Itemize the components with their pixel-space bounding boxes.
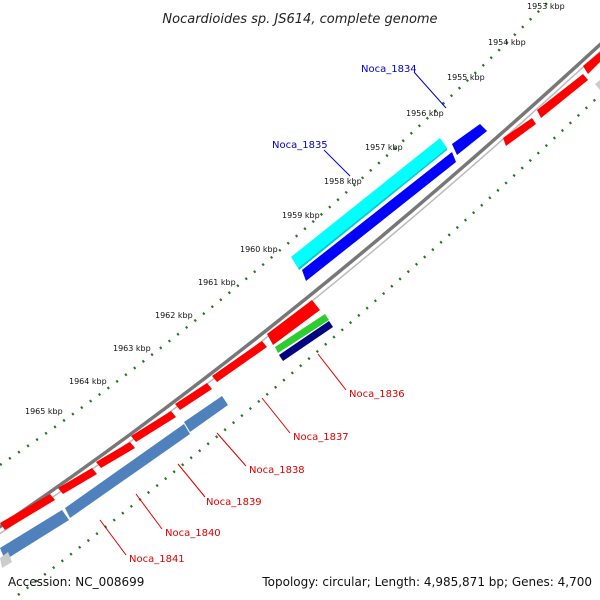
gene-arrow[interactable] xyxy=(0,510,69,560)
scale-label: 1958 kbp xyxy=(324,177,362,186)
topology-summary: Topology: circular; Length: 4,985,871 bp… xyxy=(261,575,592,589)
gene-arrow[interactable] xyxy=(65,424,190,518)
gene-arrow[interactable] xyxy=(452,124,487,155)
reverse-strand-genes xyxy=(0,80,600,568)
genome-backbone xyxy=(0,42,600,535)
scale-label: 1959 kbp xyxy=(282,211,320,220)
gene-noca-1835[interactable] xyxy=(291,138,447,268)
gene-arrow[interactable] xyxy=(0,494,55,530)
scale-label: 1965 kbp xyxy=(25,407,63,416)
gene-noca-1836-b[interactable] xyxy=(279,321,333,361)
label-noca-1839[interactable]: Noca_1839 xyxy=(206,497,262,508)
gene-arrow[interactable] xyxy=(503,118,536,146)
scale-label: 1964 kbp xyxy=(69,377,107,386)
gene-noca-1835-shade xyxy=(298,148,447,270)
highlighted-genes xyxy=(275,124,487,361)
gene-arrow[interactable] xyxy=(537,74,588,118)
gene-noca-1834[interactable] xyxy=(302,152,456,281)
scale-label: 1953 kbp xyxy=(527,2,565,11)
scale-label: 1963 kbp xyxy=(113,344,151,353)
label-noca-1834[interactable]: Noca_1834 xyxy=(361,64,417,75)
scale-ring xyxy=(0,0,552,467)
accession-text: Accession: NC_008699 xyxy=(8,575,144,589)
gene-arrow[interactable] xyxy=(184,396,228,432)
gene-arrow[interactable] xyxy=(267,300,320,345)
label-leader-lines xyxy=(99,71,447,556)
gene-arrow[interactable] xyxy=(175,383,212,410)
gene-arrow[interactable] xyxy=(131,411,176,442)
forward-strand-genes xyxy=(0,52,600,530)
gene-arrow[interactable] xyxy=(96,442,135,468)
gene-arrow[interactable] xyxy=(583,52,600,74)
label-noca-1838[interactable]: Noca_1838 xyxy=(249,465,305,476)
scale-labels: 1953 kbp 1954 kbp 1955 kbp 1956 kbp 1957… xyxy=(25,2,565,416)
gene-noca-1836[interactable] xyxy=(275,314,329,353)
label-noca-1837[interactable]: Noca_1837 xyxy=(293,432,349,443)
gene-arrow[interactable] xyxy=(212,341,267,382)
scale-label: 1960 kbp xyxy=(240,245,278,254)
scale-label: 1962 kbp xyxy=(155,311,193,320)
gene-labels: Noca_1834 Noca_1835 Noca_1836 Noca_1837 … xyxy=(129,64,417,565)
gene-arrow[interactable] xyxy=(58,468,97,494)
label-noca-1841[interactable]: Noca_1841 xyxy=(129,554,185,565)
scale-label: 1955 kbp xyxy=(447,73,485,82)
scale-label: 1954 kbp xyxy=(488,38,526,47)
scale-label: 1957 kbp xyxy=(365,143,403,152)
label-noca-1835[interactable]: Noca_1835 xyxy=(272,140,328,151)
genome-title: Nocardioides sp. JS614, complete genome xyxy=(162,12,437,27)
label-noca-1840[interactable]: Noca_1840 xyxy=(165,528,221,539)
inner-tick-ring xyxy=(17,94,600,596)
label-noca-1836[interactable]: Noca_1836 xyxy=(349,389,405,400)
scale-label: 1961 kbp xyxy=(198,278,236,287)
gene-arrow-grey[interactable] xyxy=(0,552,12,568)
scale-label: 1956 kbp xyxy=(406,109,444,118)
gene-arrow-grey[interactable] xyxy=(595,80,600,90)
